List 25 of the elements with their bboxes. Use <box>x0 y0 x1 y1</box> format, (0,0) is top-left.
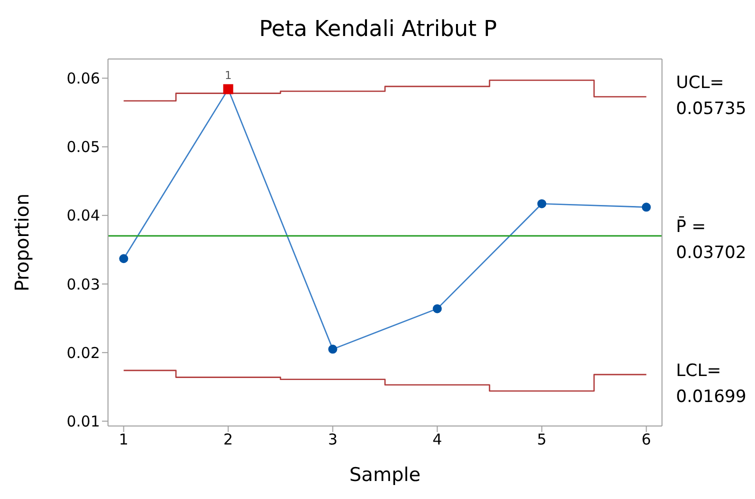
x-tick-label: 1 <box>118 430 128 449</box>
text: LCL= 0.01699 <box>676 360 748 409</box>
text: P̄ = 0.03702 <box>676 215 748 265</box>
point <box>328 344 338 354</box>
y-tick-label: 0.02 <box>66 344 100 362</box>
x-tick-label: 6 <box>642 430 652 449</box>
x-tick-label: 4 <box>432 430 442 449</box>
y-axis-title: Proportion <box>12 193 34 292</box>
y-tick-label: 0.04 <box>66 206 100 225</box>
y-tick-label: 0.03 <box>66 275 100 294</box>
y-tick-label: 0.05 <box>66 138 100 156</box>
point <box>537 199 546 208</box>
y-tick-label: 0.01 <box>66 412 100 431</box>
y-tick-label: 0.06 <box>66 70 100 88</box>
x-tick-label: 3 <box>328 430 338 449</box>
point <box>432 304 442 314</box>
chart-title: Peta Kendali Atribut P <box>258 16 498 44</box>
point <box>642 202 651 212</box>
x-tick-label: 2 <box>223 430 233 449</box>
x-tick-label: 5 <box>537 430 547 449</box>
annotation: 1 <box>224 69 232 82</box>
x-axis-title: Sample <box>349 464 421 486</box>
text: UCL= 0.05735 <box>676 72 748 121</box>
point <box>223 84 234 94</box>
point <box>119 254 128 264</box>
